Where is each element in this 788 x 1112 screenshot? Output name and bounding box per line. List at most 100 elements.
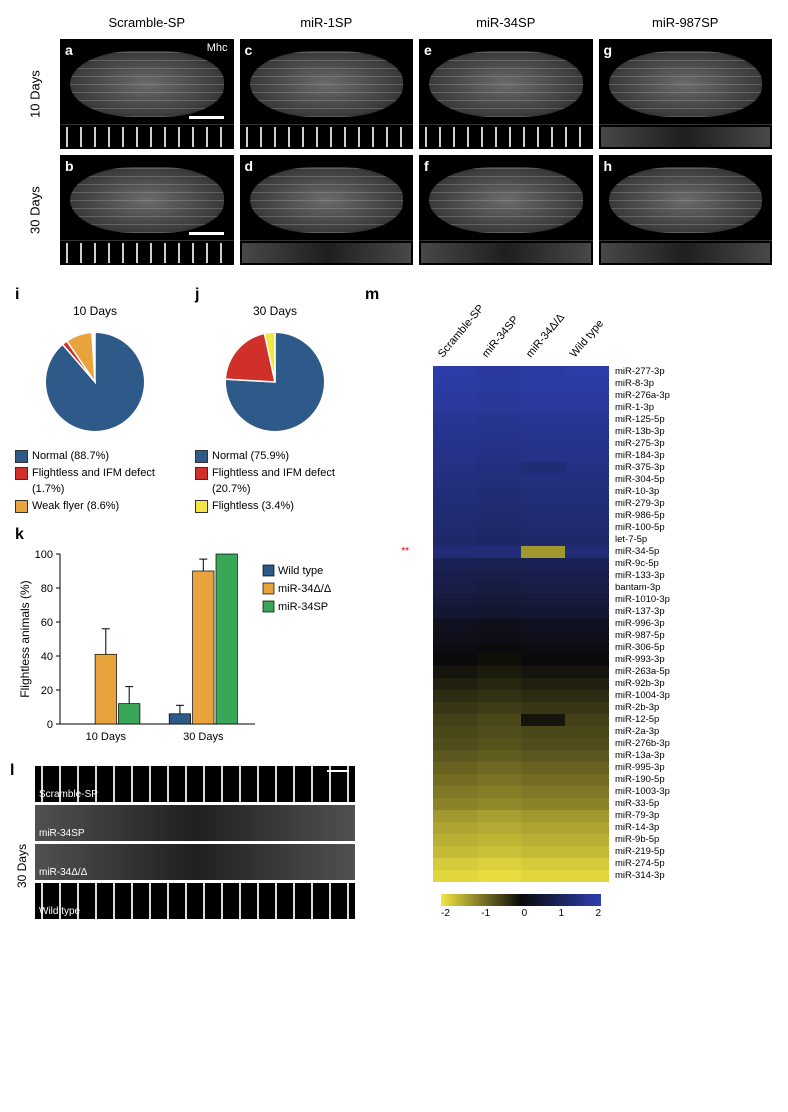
heatmap-row-labels: miR-277-3pmiR-8-3pmiR-276a-3pmiR-1-3pmiR… [615,366,670,882]
legend-item: Normal (75.9%) [195,448,355,465]
sarcomere-strip: Wild type [35,883,355,919]
heatmap-cell [433,870,477,882]
heatmap-star [395,846,411,858]
heatmap-cell [521,822,565,834]
heatmap-star [395,450,411,462]
heatmap-row-label: miR-9c-5p [615,558,670,570]
heatmap-cell [565,402,609,414]
heatmap-cell [477,414,521,426]
heatmap-star [395,498,411,510]
heatmap-cell [433,414,477,426]
heatmap-star [395,798,411,810]
heatmap-star: ** [395,546,411,558]
panel-letter: i [15,286,19,303]
heatmap-row-label: miR-277-3p [615,366,670,378]
bar [216,554,237,724]
heatmap-row-label: miR-13a-3p [615,750,670,762]
heatmap-cell [433,534,477,546]
heatmap-cell [565,774,609,786]
heatmap-cell [477,762,521,774]
heatmap-cell [477,498,521,510]
heatmap-cell [433,762,477,774]
svg-text:100: 100 [35,549,53,561]
heatmap-cell [521,630,565,642]
heatmap-star [395,858,411,870]
heatmap-star [395,534,411,546]
heatmap-cell [433,402,477,414]
heatmap-cell [521,366,565,378]
bar [169,714,190,724]
heatmap-row-label: miR-275-3p [615,438,670,450]
heatmap-cell [433,426,477,438]
panel-letter: f [424,158,429,174]
heatmap-row-label: miR-190-5p [615,774,670,786]
heatmap-star [395,438,411,450]
heatmap-cell [565,486,609,498]
heatmap-cell [521,570,565,582]
heatmap-cell [565,702,609,714]
heatmap-cell [433,618,477,630]
heatmap-cell [433,366,477,378]
heatmap-cell [433,510,477,522]
heatmap-cell [521,582,565,594]
micrograph-panel: c [239,38,415,150]
heatmap-cell [521,390,565,402]
heatmap-star [395,774,411,786]
scale-bar [189,232,224,235]
row-label: 10 Days [15,38,55,150]
heatmap-cell [477,858,521,870]
heatmap-star [395,750,411,762]
heatmap-cell [521,666,565,678]
heatmap-row-label: miR-987-5p [615,630,670,642]
micrograph-panel: h [598,154,774,266]
heatmap-cell [521,726,565,738]
bar-chart: 020406080100Flightless animals (%)10 Day… [15,544,355,754]
legend-item: Flightless and IFM defect(20.7%) [195,465,355,498]
svg-text:20: 20 [41,685,53,697]
sarcomere-strip: miR-34Δ/Δ [35,844,355,880]
heatmap-cell [433,774,477,786]
heatmap-star [395,702,411,714]
heatmap-row-label: miR-2a-3p [615,726,670,738]
pie-chart-i [35,322,155,442]
heatmap-row-label: miR-279-3p [615,498,670,510]
heatmap-cell [433,810,477,822]
micrograph-grid: Scramble-SP miR-1SP miR-34SP miR-987SP 1… [15,15,773,266]
heatmap-row-label: miR-274-5p [615,858,670,870]
heatmap-cell [521,738,565,750]
heatmap-cell [521,486,565,498]
heatmap-row-label: miR-13b-3p [615,426,670,438]
heatmap-cell [565,834,609,846]
heatmap-col-header: miR-34Δ/Δ [521,286,565,366]
heatmap-cell [565,726,609,738]
heatmap-cell [477,714,521,726]
heatmap-cell [565,570,609,582]
heatmap-cell [433,798,477,810]
heatmap-star [395,678,411,690]
heatmap-cell [433,726,477,738]
strip-label: Wild type [39,906,80,917]
heatmap-row-label: miR-304-5p [615,474,670,486]
sarcomere-strip: miR-34SP [35,805,355,841]
heatmap-cell [565,678,609,690]
heatmap-cell [521,594,565,606]
scale-bar [189,116,224,119]
heatmap-row-label: miR-33-5p [615,798,670,810]
heatmap-cell [565,750,609,762]
heatmap-cell [433,582,477,594]
heatmap-cell [433,822,477,834]
strip-label: Scramble-SP [39,789,98,800]
sarcomere-row-label: 30 Days [15,844,29,888]
legend-label: Wild type [278,565,323,577]
heatmap-star [395,786,411,798]
pie-title: 30 Days [195,304,355,318]
heatmap-cell [433,438,477,450]
heatmap-star [395,570,411,582]
heatmap-cell [433,846,477,858]
panel-letter: l [10,762,14,780]
heatmap-cell [477,738,521,750]
heatmap-cell [565,510,609,522]
heatmap-cell [565,438,609,450]
heatmap-cell [433,486,477,498]
heatmap-star [395,618,411,630]
